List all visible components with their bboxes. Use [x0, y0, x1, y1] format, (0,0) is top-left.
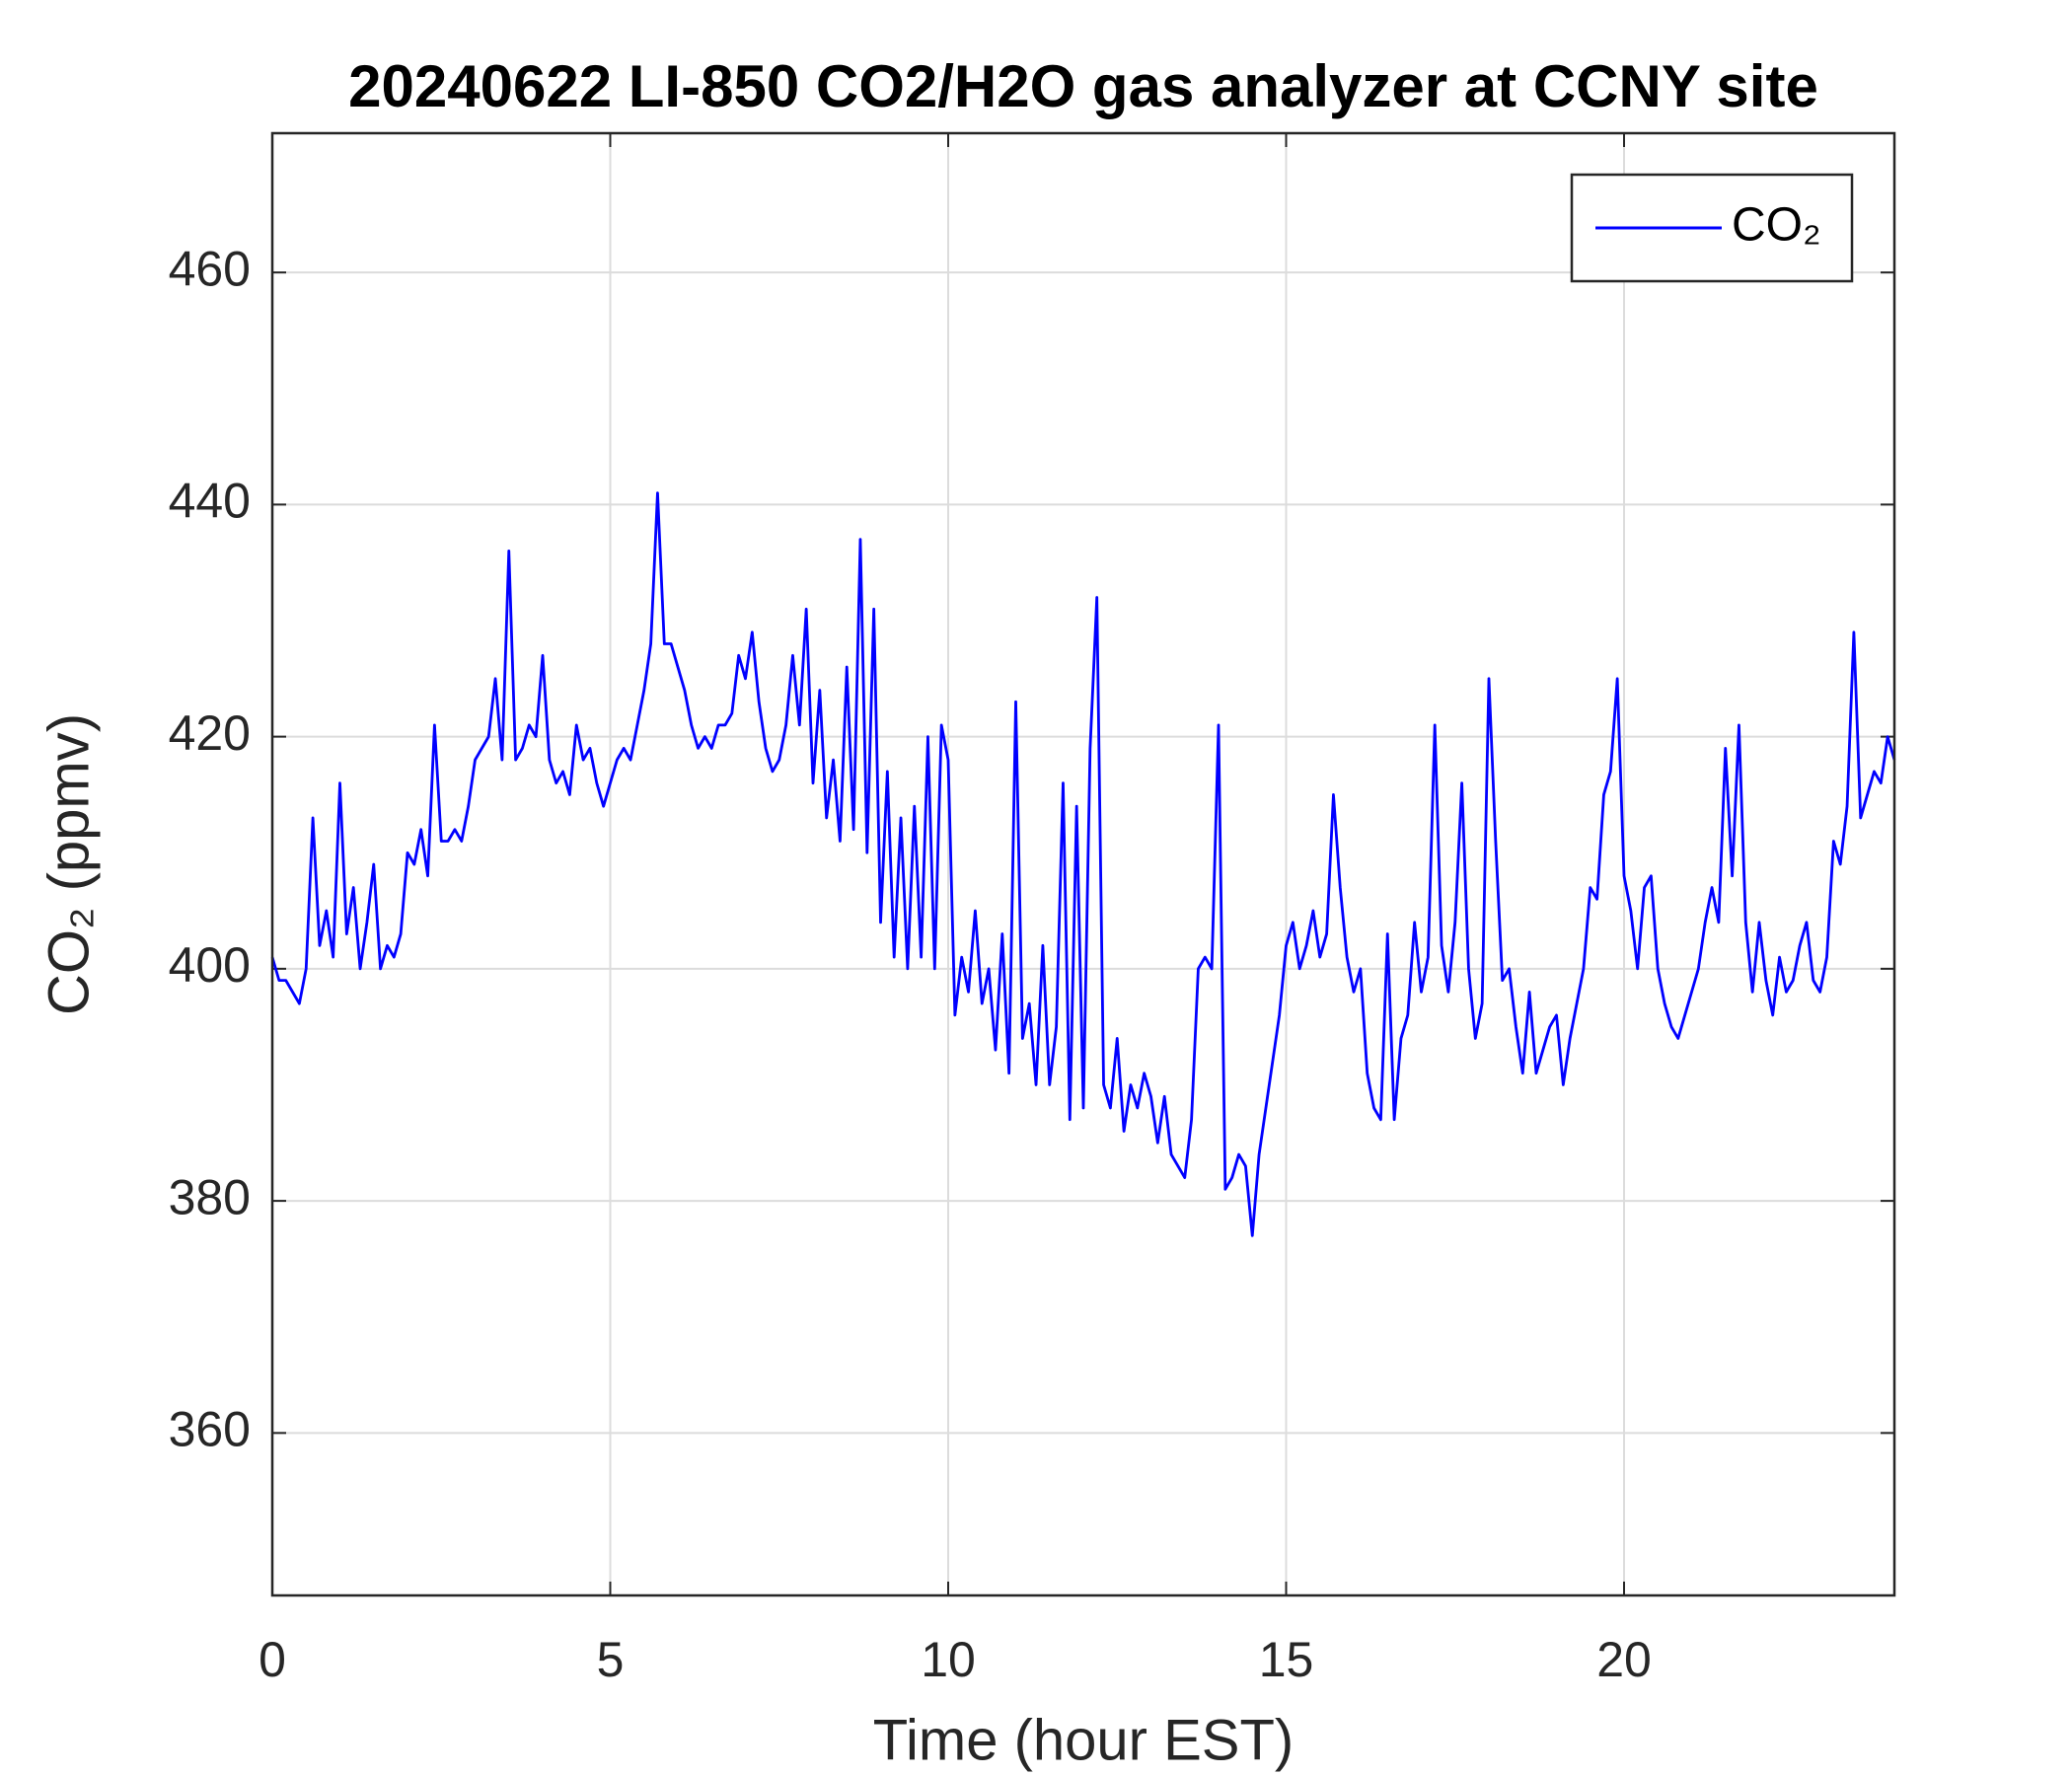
- chart-title: 20240622 LI-850 CO2/H2O gas analyzer at …: [348, 53, 1818, 119]
- y-tick-label: 460: [169, 241, 251, 296]
- y-tick-label: 400: [169, 937, 251, 993]
- legend-label: CO₂: [1732, 199, 1821, 252]
- y-tick-label: 420: [169, 705, 251, 761]
- y-tick-label: 380: [169, 1169, 251, 1224]
- y-tick-label: 360: [169, 1402, 251, 1457]
- y-axis-label: CO₂ (ppmv): [37, 713, 101, 1015]
- data-line: [270, 491, 1896, 1237]
- x-axis-label: Time (hour EST): [873, 1708, 1294, 1772]
- y-tick-label: 440: [169, 474, 251, 529]
- x-tick-label: 20: [1596, 1632, 1652, 1687]
- x-tick-label: 10: [921, 1632, 976, 1687]
- x-tick-label: 15: [1259, 1632, 1314, 1687]
- axes-box: [270, 131, 1896, 1597]
- x-tick-label: 5: [597, 1632, 625, 1687]
- x-tick-label: 0: [259, 1632, 286, 1687]
